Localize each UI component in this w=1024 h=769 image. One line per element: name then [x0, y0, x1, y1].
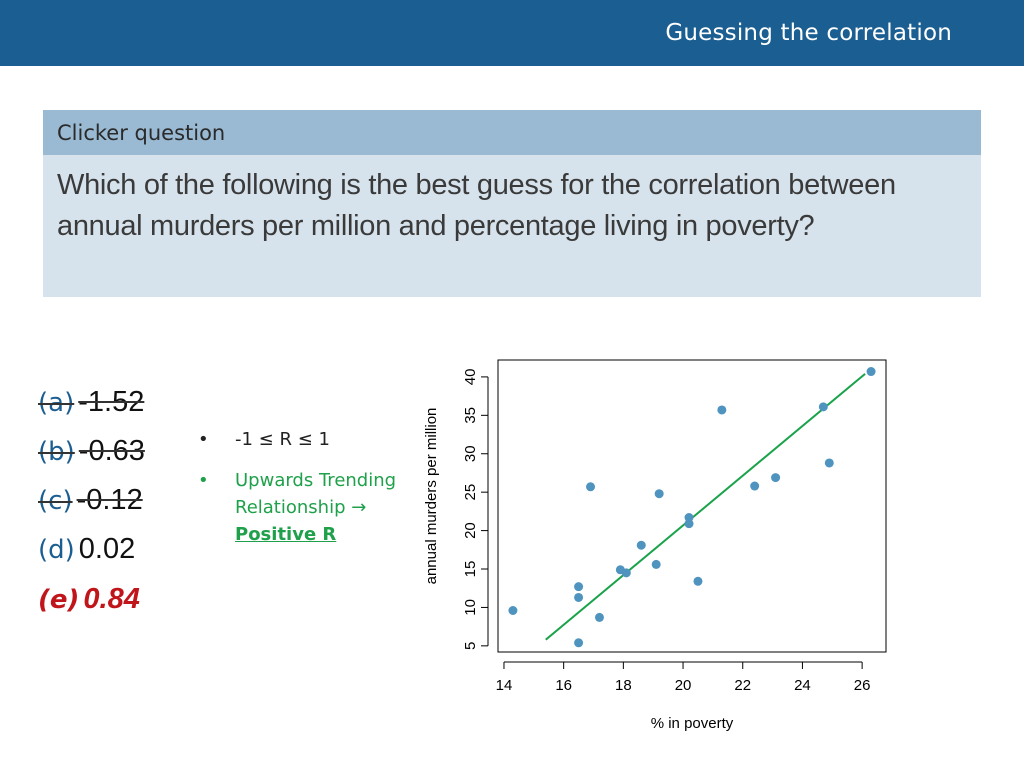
data-point: [771, 473, 781, 483]
option-letter: (e): [38, 585, 80, 615]
data-point: [824, 458, 834, 468]
data-point: [818, 402, 828, 412]
x-tick-label: 16: [555, 677, 572, 694]
option-c[interactable]: (c) -0.12: [38, 484, 143, 532]
data-point: [866, 367, 876, 377]
data-point: [684, 513, 694, 523]
option-letter: (a): [38, 388, 75, 418]
x-tick-label: 20: [675, 677, 692, 694]
plot-frame: [497, 359, 887, 653]
option-e-correct[interactable]: (e) 0.84: [38, 583, 140, 631]
title-bar: Guessing the correlation: [0, 0, 1024, 66]
option-d[interactable]: (d) 0.02: [38, 533, 135, 581]
note-positive-r: Positive R: [235, 524, 337, 545]
x-tick-label: 26: [854, 677, 871, 694]
data-point: [574, 592, 584, 602]
y-tick-label: 35: [462, 407, 479, 424]
data-point: [654, 489, 664, 499]
note-line-2: Relationship →: [235, 497, 367, 518]
question-box: Which of the following is the best guess…: [43, 155, 981, 297]
note-line-1: Upwards Trending: [235, 470, 397, 491]
option-letter: (d): [38, 535, 75, 565]
question-label-bar: Clicker question: [43, 110, 981, 155]
data-point: [636, 540, 646, 550]
option-value: 0.02: [78, 533, 136, 565]
option-a[interactable]: (a) -1.52: [38, 386, 144, 434]
option-letter: (b): [38, 437, 75, 467]
option-value: -0.12: [76, 484, 143, 516]
y-axis-label: annual murders per million: [423, 408, 440, 585]
y-tick-label: 10: [462, 599, 479, 616]
data-point: [594, 612, 604, 622]
note-positive-text: Upwards Trending Relationship → Positive…: [235, 467, 415, 548]
scatter-chart: 14 16 18 20 22 24 26 % in poverty 5 10 15 20 25 30 35 4…: [423, 359, 887, 732]
bullet-dot: •: [198, 470, 209, 491]
option-value: -1.52: [78, 386, 145, 418]
data-point: [574, 582, 584, 592]
data-point: [750, 481, 760, 491]
y-tick-label: 20: [462, 522, 479, 539]
x-tick-label: 18: [615, 677, 632, 694]
data-point: [621, 568, 631, 578]
note-range-text: -1 ≤ R ≤ 1: [235, 429, 330, 450]
question-label: Clicker question: [57, 121, 226, 145]
data-point: [574, 638, 584, 648]
x-tick-label: 24: [794, 677, 811, 694]
y-tick-label: 25: [462, 484, 479, 501]
y-tick-label: 15: [462, 561, 479, 578]
x-tick-label: 22: [734, 677, 751, 694]
slide-title: Guessing the correlation: [665, 20, 952, 46]
y-tick-label: 5: [462, 642, 479, 650]
data-point: [651, 559, 661, 569]
regression-line: [545, 373, 866, 641]
y-tick-label: 40: [462, 369, 479, 386]
data-point: [586, 482, 596, 492]
x-axis-label: % in poverty: [651, 715, 734, 732]
question-text: Which of the following is the best guess…: [57, 169, 896, 242]
bullet-dot: •: [198, 429, 209, 450]
data-point: [717, 405, 727, 415]
data-point: [684, 519, 694, 529]
x-tick-label: 14: [496, 677, 513, 694]
option-b[interactable]: (b) -0.63: [38, 435, 145, 483]
data-point: [508, 606, 518, 616]
option-letter: (c): [38, 486, 73, 516]
option-value: -0.63: [78, 435, 145, 467]
y-tick-label: 30: [462, 445, 479, 462]
option-value: 0.84: [83, 583, 140, 615]
data-point: [693, 576, 703, 586]
